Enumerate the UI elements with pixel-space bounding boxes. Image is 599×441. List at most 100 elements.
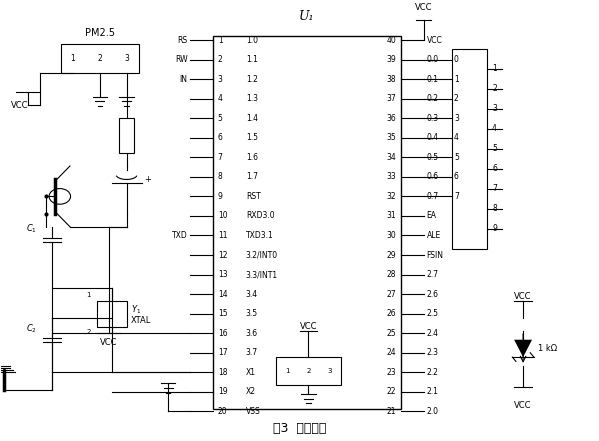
Text: VCC: VCC	[415, 3, 432, 12]
Text: 1 kΩ: 1 kΩ	[538, 344, 557, 353]
Text: 3: 3	[492, 104, 497, 113]
Text: 26: 26	[386, 309, 396, 318]
Text: 1.0: 1.0	[246, 36, 258, 45]
Text: 0.1: 0.1	[426, 75, 438, 84]
Text: 2: 2	[454, 94, 459, 103]
Text: 35: 35	[386, 133, 396, 142]
Bar	[61, 45, 138, 73]
Text: 2.4: 2.4	[426, 329, 438, 338]
Text: $C_2$: $C_2$	[26, 323, 37, 335]
Text: XTAL: XTAL	[131, 316, 151, 325]
Text: 3.4: 3.4	[246, 290, 258, 299]
Text: 2.7: 2.7	[426, 270, 438, 279]
Text: 19: 19	[218, 387, 228, 396]
Text: U₁: U₁	[300, 10, 314, 22]
Text: 8: 8	[492, 204, 497, 213]
Text: 9: 9	[218, 192, 223, 201]
Text: 2.1: 2.1	[426, 387, 438, 396]
Text: $C_1$: $C_1$	[26, 223, 37, 235]
Text: VCC: VCC	[426, 36, 442, 45]
Text: 39: 39	[386, 55, 396, 64]
Text: 2.6: 2.6	[426, 290, 438, 299]
Text: 6: 6	[218, 133, 223, 142]
Text: 1.4: 1.4	[246, 114, 258, 123]
Text: 1.2: 1.2	[246, 75, 258, 84]
Text: TXD: TXD	[172, 231, 187, 240]
Bar	[452, 49, 488, 249]
Text: VCC: VCC	[515, 292, 532, 301]
Text: 3: 3	[218, 75, 223, 84]
Text: 3.2/INT0: 3.2/INT0	[246, 250, 278, 259]
Text: 9: 9	[492, 224, 497, 233]
Text: 1: 1	[71, 54, 75, 63]
Text: 0.5: 0.5	[426, 153, 438, 162]
Text: 4: 4	[454, 133, 459, 142]
Text: 11: 11	[218, 231, 227, 240]
Text: 0.0: 0.0	[426, 55, 438, 64]
Text: VCC: VCC	[515, 400, 532, 410]
Text: VCC: VCC	[11, 101, 28, 110]
Text: 5: 5	[492, 144, 497, 153]
Text: 21: 21	[386, 407, 396, 416]
Text: 3.3/INT1: 3.3/INT1	[246, 270, 278, 279]
Text: 23: 23	[386, 368, 396, 377]
Text: 6: 6	[454, 172, 459, 181]
Text: 3: 3	[454, 114, 459, 123]
Text: 2.2: 2.2	[426, 368, 438, 377]
Text: ALE: ALE	[426, 231, 441, 240]
Bar	[97, 301, 126, 327]
Text: 3: 3	[327, 368, 332, 374]
Text: 37: 37	[386, 94, 396, 103]
Polygon shape	[514, 340, 532, 357]
Text: PM2.5: PM2.5	[85, 28, 115, 38]
Text: EA: EA	[426, 211, 437, 220]
Text: 24: 24	[386, 348, 396, 357]
Text: 16: 16	[218, 329, 228, 338]
Bar	[213, 36, 401, 409]
Text: 30: 30	[386, 231, 396, 240]
Text: 1: 1	[86, 292, 91, 299]
Text: IN: IN	[180, 75, 187, 84]
Text: +: +	[144, 175, 152, 183]
Text: 1.6: 1.6	[246, 153, 258, 162]
Text: VSS: VSS	[246, 407, 261, 416]
Text: 18: 18	[218, 368, 227, 377]
Text: 1.7: 1.7	[246, 172, 258, 181]
Text: 32: 32	[386, 192, 396, 201]
Text: 31: 31	[386, 211, 396, 220]
Text: 2: 2	[98, 54, 102, 63]
Text: 图3  检测电路: 图3 检测电路	[273, 422, 326, 435]
Text: 1.1: 1.1	[246, 55, 258, 64]
Text: 29: 29	[386, 250, 396, 259]
Text: 7: 7	[492, 184, 497, 193]
Text: RS: RS	[177, 36, 187, 45]
Text: 12: 12	[218, 250, 227, 259]
Text: VCC: VCC	[100, 337, 117, 347]
Text: 2: 2	[218, 55, 223, 64]
Text: 2: 2	[306, 368, 311, 374]
Text: 7: 7	[218, 153, 223, 162]
Text: 15: 15	[218, 309, 228, 318]
Text: 1: 1	[285, 368, 290, 374]
Text: 2: 2	[492, 84, 497, 93]
Text: 10: 10	[218, 211, 228, 220]
Bar	[276, 357, 341, 385]
Text: 34: 34	[386, 153, 396, 162]
Text: 1: 1	[492, 64, 497, 73]
Text: 1: 1	[218, 36, 223, 45]
Text: 28: 28	[386, 270, 396, 279]
Text: 0.4: 0.4	[426, 133, 438, 142]
Text: 3.6: 3.6	[246, 329, 258, 338]
Text: 6: 6	[492, 164, 497, 173]
Text: RXD3.0: RXD3.0	[246, 211, 274, 220]
Text: 38: 38	[386, 75, 396, 84]
Text: 4: 4	[218, 94, 223, 103]
Text: 0: 0	[454, 55, 459, 64]
Text: 3: 3	[124, 54, 129, 63]
Text: 7: 7	[454, 192, 459, 201]
Text: 2.3: 2.3	[426, 348, 438, 357]
Text: 36: 36	[386, 114, 396, 123]
Text: 2.5: 2.5	[426, 309, 438, 318]
Text: 1: 1	[454, 75, 459, 84]
Text: VCC: VCC	[300, 322, 317, 331]
